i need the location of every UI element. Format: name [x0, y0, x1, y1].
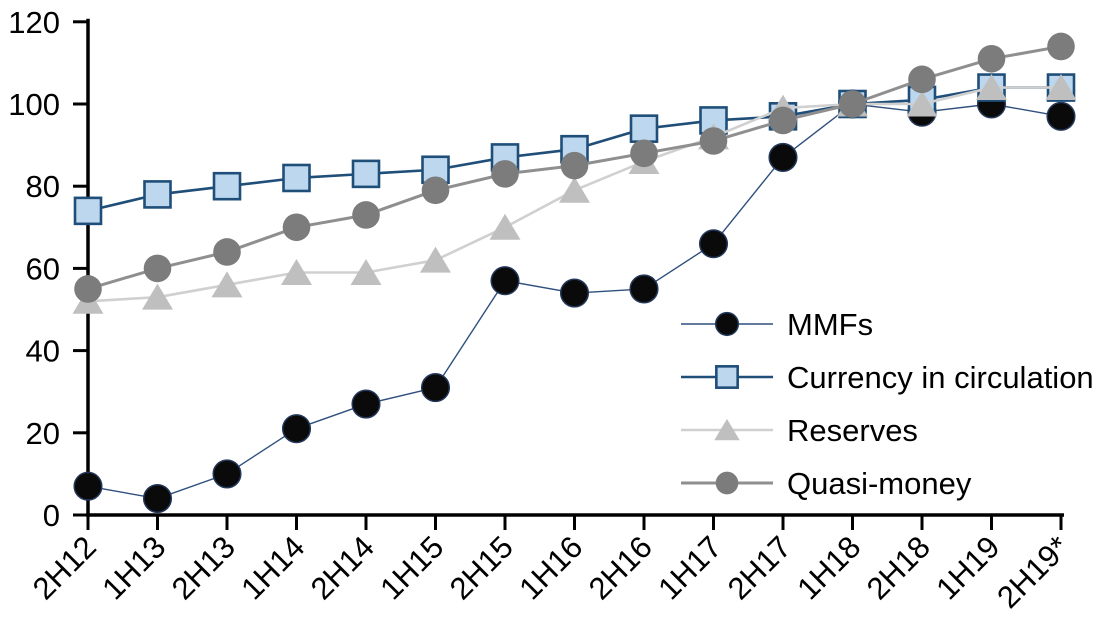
data-point-currency-in-circulation	[143, 180, 172, 209]
data-point-mmfs	[73, 471, 103, 501]
data-point-quasi-money	[908, 65, 936, 94]
legend-label-currency-in-circulation: Currency in circulation	[787, 360, 1094, 395]
y-axis-tick-label: 0	[43, 498, 60, 533]
data-point-mmfs	[768, 142, 798, 172]
data-point-currency-in-circulation	[351, 159, 381, 189]
data-point-quasi-money	[74, 275, 102, 303]
x-axis-tick-label: 2H18	[860, 529, 937, 606]
data-point-mmfs	[559, 278, 590, 308]
data-point-currency-in-circulation	[282, 163, 311, 193]
data-point-mmfs	[420, 373, 451, 403]
legend-marker-quasi-money	[715, 471, 739, 495]
data-point-quasi-money	[282, 213, 311, 242]
data-point-quasi-money	[977, 44, 1006, 73]
data-point-mmfs	[698, 229, 729, 259]
data-point-reserves	[489, 213, 521, 240]
data-point-reserves	[142, 283, 173, 310]
x-axis-tick-label: 1H18	[790, 529, 867, 606]
legend-marker-mmfs	[714, 311, 740, 337]
x-axis-tick-label: 2H16	[582, 529, 659, 606]
legend-marker-currency-in-circulation	[715, 365, 739, 389]
legend-item-quasi-money: Quasi-money	[681, 466, 972, 501]
data-point-mmfs	[212, 459, 242, 489]
y-axis-tick-label: 100	[8, 87, 60, 122]
data-point-quasi-money	[213, 238, 241, 266]
data-point-currency-in-circulation	[629, 114, 659, 143]
data-point-quasi-money	[630, 139, 658, 168]
x-axis-tick-label: 2H14	[304, 529, 381, 606]
x-axis-tick-label: 1H14	[234, 529, 311, 606]
series-quasi-money	[74, 32, 1075, 303]
data-point-mmfs	[490, 266, 520, 296]
legend-marker-reserves	[714, 418, 740, 441]
x-axis-tick-label: 1H16	[512, 529, 589, 606]
legend-item-currency-in-circulation: Currency in circulation	[681, 360, 1094, 395]
x-axis-tick-label: 2H12	[26, 529, 103, 606]
x-axis-tick-label: 1H13	[95, 529, 172, 606]
x-axis-tick-label: 2H13	[165, 529, 242, 606]
data-point-reserves	[559, 176, 590, 203]
y-axis-tick-label: 40	[26, 334, 60, 369]
y-axis-tick-label: 20	[26, 416, 60, 451]
data-point-reserves	[976, 74, 1007, 101]
data-point-reserves	[281, 259, 312, 286]
x-axis-tick-label: 2H15	[443, 529, 520, 606]
data-point-currency-in-circulation	[212, 171, 242, 201]
y-axis-tick-label: 120	[8, 5, 60, 40]
x-axis-tick-label: 2H17	[721, 529, 798, 606]
data-point-reserves	[906, 90, 938, 117]
legend: MMFs Currency in circulation Reserves Quasi…	[681, 307, 1094, 501]
data-point-quasi-money	[769, 106, 797, 135]
y-axis-tick-label: 60	[26, 251, 60, 286]
data-point-quasi-money	[838, 90, 867, 118]
data-point-mmfs	[281, 414, 312, 444]
data-point-reserves	[350, 259, 382, 286]
legend-label-reserves: Reserves	[787, 413, 918, 448]
data-point-quasi-money	[352, 201, 380, 229]
data-point-quasi-money	[560, 151, 589, 180]
data-point-quasi-money	[699, 127, 728, 155]
y-axis-tick-label: 80	[26, 169, 60, 204]
x-axis-tick-label: 2H19*	[990, 529, 1076, 615]
data-point-reserves	[1045, 74, 1077, 101]
data-point-mmfs	[1046, 101, 1076, 131]
legend-item-reserves: Reserves	[681, 413, 918, 448]
data-point-quasi-money	[1047, 32, 1075, 61]
data-point-mmfs	[629, 274, 659, 304]
data-point-reserves	[211, 271, 243, 298]
data-point-quasi-money	[491, 160, 519, 188]
x-axis-tick-label: 1H17	[651, 529, 728, 606]
data-point-reserves	[420, 246, 451, 273]
legend-item-mmfs: MMFs	[681, 307, 873, 342]
data-point-quasi-money	[143, 254, 172, 283]
data-point-mmfs	[142, 484, 173, 514]
legend-label-mmfs: MMFs	[787, 307, 873, 342]
data-point-mmfs	[351, 389, 381, 419]
data-point-quasi-money	[421, 176, 450, 205]
legend-label-quasi-money: Quasi-money	[787, 466, 972, 501]
x-axis-tick-label: 1H15	[373, 529, 450, 606]
data-point-currency-in-circulation	[73, 196, 103, 226]
